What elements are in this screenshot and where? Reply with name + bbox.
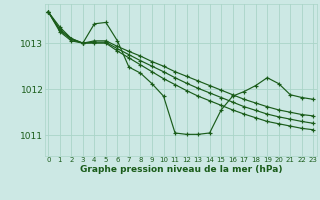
X-axis label: Graphe pression niveau de la mer (hPa): Graphe pression niveau de la mer (hPa) [80,165,282,174]
